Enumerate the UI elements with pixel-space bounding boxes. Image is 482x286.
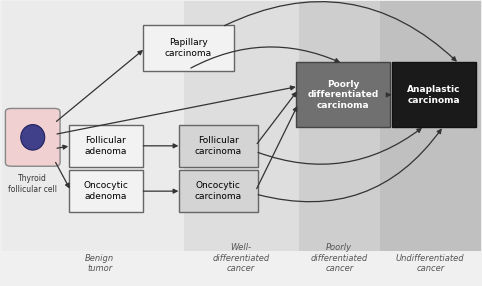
FancyBboxPatch shape: [68, 125, 143, 167]
Text: Poorly
differentiated
cancer: Poorly differentiated cancer: [311, 243, 368, 273]
Text: Oncocytic
carcinoma: Oncocytic carcinoma: [195, 181, 242, 201]
FancyBboxPatch shape: [179, 125, 258, 167]
Bar: [380, 1, 481, 251]
FancyBboxPatch shape: [5, 108, 60, 166]
Ellipse shape: [21, 125, 45, 150]
Text: Benign
tumor: Benign tumor: [85, 254, 114, 273]
Text: Follicular
carcinoma: Follicular carcinoma: [195, 136, 242, 156]
FancyBboxPatch shape: [392, 62, 476, 128]
FancyBboxPatch shape: [68, 170, 143, 212]
Text: Undifferentiated
cancer: Undifferentiated cancer: [396, 254, 465, 273]
FancyBboxPatch shape: [179, 170, 258, 212]
Bar: [298, 1, 380, 251]
Text: Well-
differentiated
cancer: Well- differentiated cancer: [213, 243, 270, 273]
Text: Oncocytic
adenoma: Oncocytic adenoma: [83, 181, 128, 201]
Text: Anaplastic
carcinoma: Anaplastic carcinoma: [407, 85, 461, 105]
FancyBboxPatch shape: [296, 62, 389, 128]
Text: Papillary
carcinoma: Papillary carcinoma: [165, 38, 212, 58]
Text: Follicular
adenoma: Follicular adenoma: [85, 136, 127, 156]
Text: Poorly
differentiated
carcinoma: Poorly differentiated carcinoma: [307, 80, 378, 110]
FancyBboxPatch shape: [143, 25, 234, 71]
Bar: [1, 1, 64, 251]
Bar: [64, 1, 184, 251]
Text: Thyroid
follicular cell: Thyroid follicular cell: [8, 174, 57, 194]
Bar: [184, 1, 298, 251]
